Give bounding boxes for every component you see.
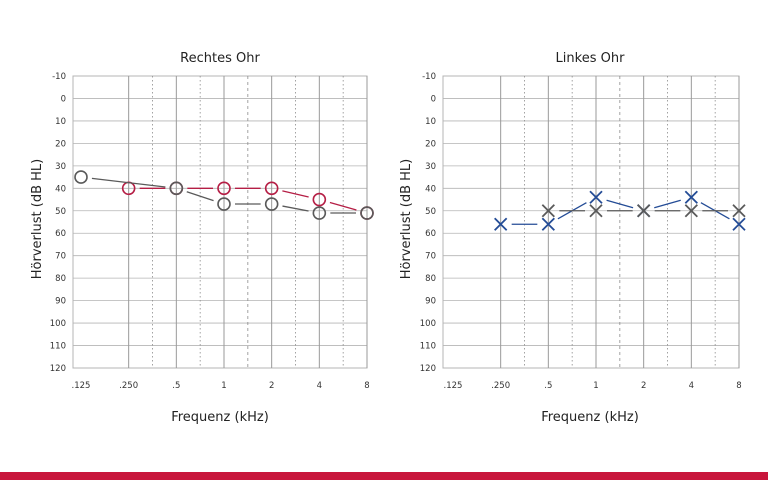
series-line-segment — [606, 199, 634, 209]
y-tick-label: 10 — [55, 117, 66, 127]
y-tick-label: 120 — [420, 364, 436, 374]
y-axis-label: Hörverlust (dB HL) — [399, 159, 414, 279]
x-marker-stroke — [637, 204, 651, 218]
x-tick-label: 4 — [317, 381, 322, 391]
series-line-segment — [186, 191, 214, 202]
x-tick-label: .5 — [544, 381, 552, 391]
x-axis-label: Frequenz (kHz) — [541, 410, 639, 425]
data-point-x-marker — [494, 217, 508, 231]
series-line-segment — [282, 190, 309, 198]
x-tick-label: .5 — [172, 381, 180, 391]
y-tick-label: 10 — [425, 117, 436, 127]
y-tick-label: 50 — [55, 207, 66, 217]
bottom-accent-bar — [0, 472, 768, 480]
x-tick-label: 4 — [689, 381, 694, 391]
x-marker-stroke — [732, 217, 746, 231]
y-tick-label: 50 — [425, 207, 436, 217]
series-line-segment — [91, 177, 166, 188]
x-marker-stroke — [541, 204, 555, 218]
y-tick-label: 60 — [55, 229, 66, 239]
y-tick-label: 110 — [50, 342, 66, 352]
x-tick-label: 1 — [593, 381, 598, 391]
y-tick-label: 70 — [425, 252, 436, 262]
x-marker-stroke — [732, 204, 746, 218]
data-point-x-marker — [732, 204, 746, 218]
data-point-circle-marker — [217, 197, 231, 211]
chart-title: Linkes Ohr — [556, 51, 626, 66]
y-tick-label: -10 — [52, 72, 66, 82]
series-line-segment — [329, 201, 357, 211]
y-tick-label: 120 — [50, 364, 66, 374]
x-marker-stroke — [589, 190, 603, 204]
x-tick-label: 2 — [269, 381, 274, 391]
y-tick-label: 70 — [55, 252, 66, 262]
y-tick-label: 110 — [420, 342, 436, 352]
data-point-x-marker — [589, 190, 603, 204]
chart-left-ear: Linkes Ohr Hörverlust (dB HL) Frequenz (… — [399, 51, 746, 425]
y-tick-label: 0 — [61, 94, 66, 104]
y-tick-label: 30 — [55, 162, 66, 172]
x-tick-label: .250 — [119, 381, 138, 391]
data-point-circle-marker — [169, 181, 184, 196]
y-tick-label: 100 — [50, 319, 66, 329]
y-tick-label: 20 — [425, 139, 436, 149]
x-marker-stroke — [589, 204, 603, 218]
y-axis-label: Hörverlust (dB HL) — [30, 159, 45, 279]
x-tick-label: 8 — [736, 381, 741, 391]
data-point-x-marker — [637, 204, 651, 218]
plot-frame — [72, 75, 368, 369]
x-marker-stroke — [494, 217, 508, 231]
y-tick-label: 40 — [55, 184, 66, 194]
y-tick-label: 80 — [55, 274, 66, 284]
data-point-circle-marker — [264, 197, 279, 211]
data-point-x-marker — [541, 204, 555, 218]
x-axis-label: Frequenz (kHz) — [171, 410, 269, 425]
data-point-circle-marker — [312, 206, 327, 220]
chart-right-ear: Rechtes Ohr Hörverlust (dB HL) Frequenz … — [30, 51, 374, 425]
y-tick-label: 20 — [55, 139, 66, 149]
data-point-x-marker — [541, 217, 555, 231]
data-point-circle-marker — [74, 170, 88, 184]
data-point-x-marker — [684, 190, 698, 204]
x-tick-label: 2 — [641, 381, 646, 391]
series-line-segment — [282, 205, 309, 212]
x-tick-label: .250 — [491, 381, 510, 391]
y-tick-label: 40 — [425, 184, 436, 194]
plot-frame — [442, 75, 740, 369]
x-marker-stroke — [541, 217, 555, 231]
data-point-x-marker — [684, 204, 698, 218]
y-tick-label: 90 — [55, 297, 66, 307]
chart-title: Rechtes Ohr — [180, 51, 260, 66]
data-point-circle-marker — [217, 181, 231, 196]
y-tick-label: 90 — [425, 297, 436, 307]
data-point-x-marker — [732, 217, 746, 231]
x-marker-stroke — [684, 204, 698, 218]
y-tick-label: 100 — [420, 319, 436, 329]
data-point-circle-marker — [264, 181, 279, 196]
y-tick-label: 60 — [425, 229, 436, 239]
y-tick-label: 30 — [425, 162, 436, 172]
x-tick-label: 8 — [364, 381, 369, 391]
x-tick-label: .125 — [444, 381, 463, 391]
series-line-segment — [654, 199, 681, 209]
x-tick-label: .125 — [72, 381, 91, 391]
y-tick-label: 80 — [425, 274, 436, 284]
y-tick-label: -10 — [422, 72, 436, 82]
data-point-circle-marker — [360, 206, 374, 220]
y-tick-label: 0 — [431, 94, 436, 104]
data-point-x-marker — [589, 204, 603, 218]
data-point-circle-marker — [312, 192, 327, 207]
x-tick-label: 1 — [221, 381, 226, 391]
x-marker-stroke — [684, 190, 698, 204]
